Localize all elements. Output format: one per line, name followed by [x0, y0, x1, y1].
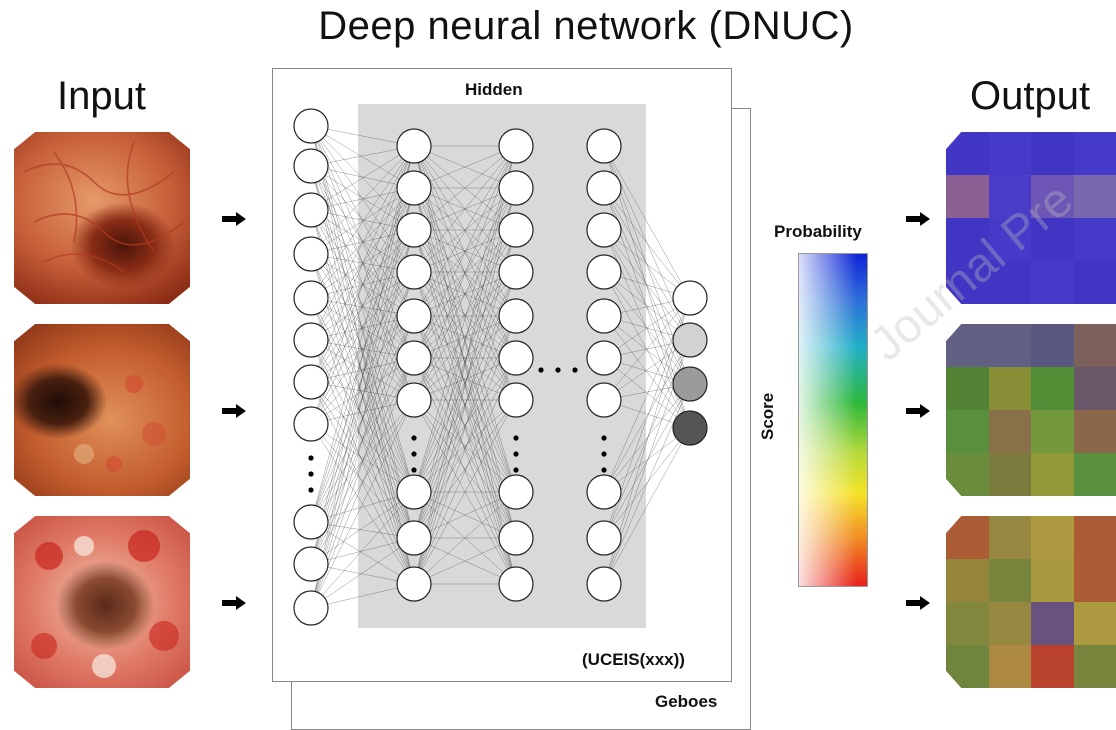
hidden-node-layer-1 [396, 520, 432, 556]
hidden-node-layer-2 [498, 298, 534, 334]
input-arrow-icon [222, 404, 246, 418]
ellipsis-dot [411, 467, 417, 473]
input-node [293, 280, 329, 316]
probability-colorbar [798, 253, 868, 587]
hidden-node-layer-1 [396, 382, 432, 418]
output-heatmap-mild [946, 132, 1116, 304]
hidden-node-layer-1 [396, 254, 432, 290]
heatmap-grid [946, 516, 1116, 688]
input-image-moderate [14, 324, 190, 496]
input-node [293, 504, 329, 540]
ellipsis-dot [601, 435, 607, 441]
probability-label: Probability [774, 222, 862, 241]
hidden-node-layer-3 [586, 298, 622, 334]
ulcer-pattern-icon [31, 530, 179, 678]
output-node [672, 410, 708, 446]
hidden-node-layer-1 [396, 128, 432, 164]
ellipsis-dot [308, 471, 314, 477]
hidden-node-layer-2 [498, 382, 534, 418]
input-image-severe [14, 516, 190, 688]
output-heatmap-severe [946, 516, 1116, 688]
hidden-node-layer-1 [396, 566, 432, 602]
input-node [293, 236, 329, 272]
ellipsis-dot [513, 451, 519, 457]
hidden-node-layer-2 [498, 566, 534, 602]
hidden-node-layer-1 [396, 212, 432, 248]
heatmap-grid [946, 132, 1116, 304]
hidden-node-layer-1 [396, 474, 432, 510]
input-node [293, 148, 329, 184]
input-arrow-icon [222, 212, 246, 226]
hidden-node-layer-2 [498, 474, 534, 510]
ellipsis-dot [601, 451, 607, 457]
hidden-node-layer-3 [586, 128, 622, 164]
ellipsis-dot [513, 467, 519, 473]
network-nodes [293, 108, 708, 626]
input-node [293, 546, 329, 582]
ellipsis-dot [308, 487, 314, 493]
hidden-node-layer-3 [586, 340, 622, 376]
output-node [672, 280, 708, 316]
output-label: Output [970, 74, 1091, 118]
ellipsis-dot [538, 367, 544, 373]
heatmap-grid [946, 324, 1116, 496]
ellipsis-dot [411, 451, 417, 457]
hidden-node-layer-1 [396, 298, 432, 334]
output-arrow-icon [906, 404, 930, 418]
mucosa-pattern-icon [74, 375, 166, 472]
geboes-label: Geboes [655, 692, 718, 711]
hidden-node-layer-2 [498, 254, 534, 290]
hidden-label: Hidden [465, 80, 523, 99]
hidden-node-layer-1 [396, 340, 432, 376]
hidden-node-layer-3 [586, 170, 622, 206]
hidden-node-layer-3 [586, 520, 622, 556]
ellipsis-dot [555, 367, 561, 373]
hidden-node-layer-2 [498, 212, 534, 248]
vessel-pattern-icon [23, 141, 185, 273]
hidden-node-layer-3 [586, 382, 622, 418]
ellipsis-dot [601, 467, 607, 473]
ellipsis-dot [308, 455, 314, 461]
output-arrow-icon [906, 596, 930, 610]
hidden-node-layer-3 [586, 474, 622, 510]
ellipsis-dot [411, 435, 417, 441]
hidden-node-layer-3 [586, 254, 622, 290]
hidden-node-layer-3 [586, 566, 622, 602]
hidden-node-layer-2 [498, 128, 534, 164]
input-image-mild [14, 132, 190, 304]
input-node [293, 406, 329, 442]
output-node [672, 322, 708, 358]
output-node [672, 366, 708, 402]
input-arrow-icon [222, 596, 246, 610]
output-arrow-icon [906, 212, 930, 226]
score-label: Score [758, 392, 777, 440]
hidden-node-layer-2 [498, 170, 534, 206]
input-node [293, 322, 329, 358]
input-node [293, 364, 329, 400]
hidden-node-layer-1 [396, 170, 432, 206]
uceis-label: (UCEIS(xxx)) [582, 650, 685, 669]
ellipsis-dot [572, 367, 578, 373]
ellipsis-dot [513, 435, 519, 441]
hidden-node-layer-3 [586, 212, 622, 248]
input-node [293, 108, 329, 144]
output-heatmap-moderate [946, 324, 1116, 496]
diagram-title: Deep neural network (DNUC) [318, 4, 854, 48]
hidden-node-layer-2 [498, 520, 534, 556]
input-node [293, 192, 329, 228]
hidden-node-layer-2 [498, 340, 534, 376]
input-node [293, 590, 329, 626]
input-label: Input [57, 74, 146, 118]
